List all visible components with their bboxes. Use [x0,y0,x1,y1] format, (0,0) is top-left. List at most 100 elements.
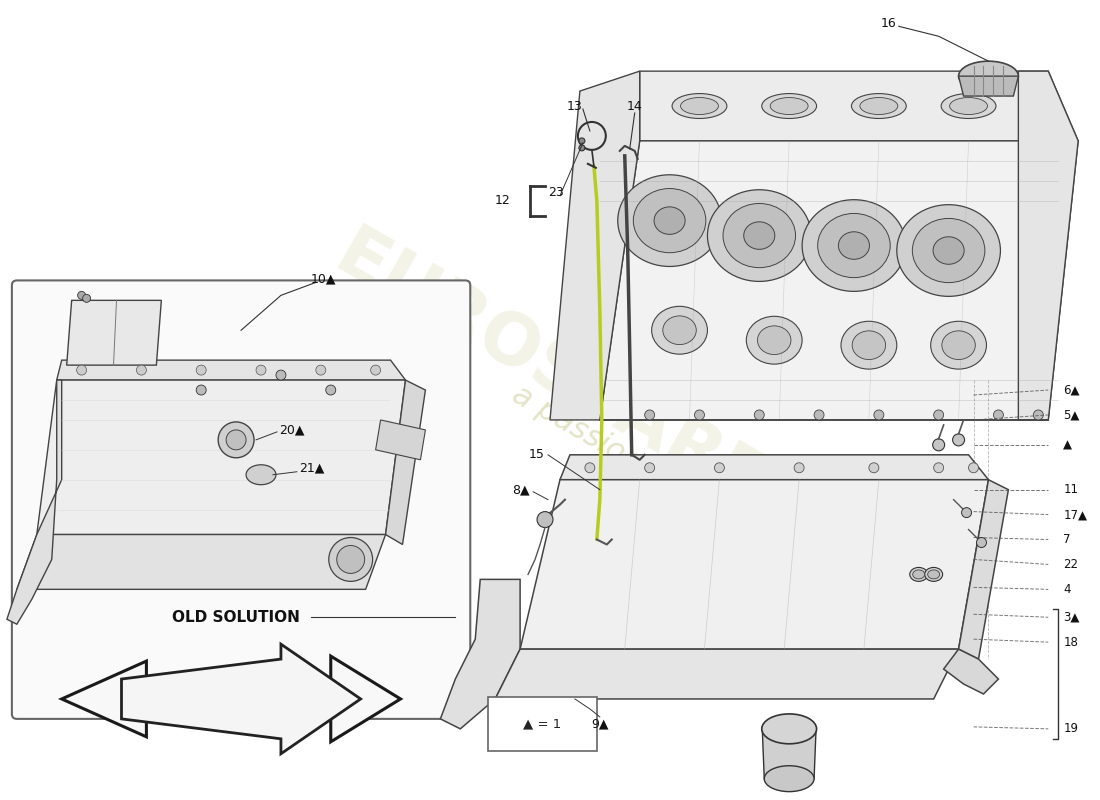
Polygon shape [1019,71,1078,420]
Polygon shape [550,71,640,420]
FancyBboxPatch shape [488,697,597,750]
Text: a passion for parts: a passion for parts [507,380,768,547]
Polygon shape [440,579,520,729]
Circle shape [934,410,944,420]
Ellipse shape [723,203,795,268]
Circle shape [873,410,883,420]
Circle shape [218,422,254,458]
Circle shape [579,138,585,144]
Text: 20▲: 20▲ [279,423,305,436]
Ellipse shape [746,316,802,364]
Circle shape [869,462,879,473]
Circle shape [814,410,824,420]
Circle shape [934,462,944,473]
Ellipse shape [762,94,816,118]
Polygon shape [958,480,1009,659]
Circle shape [993,410,1003,420]
Ellipse shape [942,94,996,118]
Ellipse shape [681,98,718,114]
Circle shape [1033,410,1043,420]
Ellipse shape [762,714,816,744]
Text: ▲ = 1: ▲ = 1 [522,718,561,730]
Text: 15: 15 [529,448,544,462]
Circle shape [326,385,336,395]
Text: 7: 7 [1064,533,1070,546]
Circle shape [537,512,553,527]
Ellipse shape [842,322,896,369]
Circle shape [933,439,945,451]
Text: 13: 13 [566,99,583,113]
Text: 12: 12 [494,194,510,207]
Circle shape [714,462,725,473]
Circle shape [794,462,804,473]
Circle shape [78,291,86,299]
Ellipse shape [912,218,984,282]
Circle shape [82,294,90,302]
Circle shape [316,365,326,375]
Text: 16: 16 [881,17,896,30]
Polygon shape [57,360,406,380]
Ellipse shape [672,94,727,118]
Circle shape [136,365,146,375]
Ellipse shape [933,237,965,264]
Text: 23: 23 [548,186,564,199]
Text: OLD SOLUTION: OLD SOLUTION [173,610,300,625]
Ellipse shape [707,190,811,282]
Ellipse shape [744,222,774,250]
Polygon shape [762,729,816,778]
Circle shape [694,410,704,420]
Circle shape [968,462,979,473]
Ellipse shape [958,61,1019,91]
Ellipse shape [246,465,276,485]
Circle shape [585,462,595,473]
Ellipse shape [651,306,707,354]
Polygon shape [560,455,989,480]
Text: 19: 19 [1064,722,1078,735]
Polygon shape [16,534,386,590]
Polygon shape [36,380,406,534]
Circle shape [977,538,987,547]
Polygon shape [495,649,958,699]
Ellipse shape [910,567,927,582]
Ellipse shape [758,326,791,354]
Text: 9▲: 9▲ [591,718,608,730]
Polygon shape [121,644,361,754]
Text: EUROSPARES: EUROSPARES [322,220,822,548]
Circle shape [256,365,266,375]
Ellipse shape [860,98,898,114]
Polygon shape [386,380,426,545]
Circle shape [953,434,965,446]
Ellipse shape [852,331,886,359]
Text: 14: 14 [627,99,642,113]
Circle shape [276,370,286,380]
Ellipse shape [896,205,1000,296]
Circle shape [196,385,206,395]
Polygon shape [958,76,1019,96]
Polygon shape [520,480,989,649]
Ellipse shape [634,189,706,253]
Ellipse shape [618,174,722,266]
Ellipse shape [949,98,988,114]
Text: 4: 4 [1064,583,1070,596]
Ellipse shape [931,322,987,369]
Text: 3▲: 3▲ [1064,610,1079,624]
Circle shape [77,365,87,375]
Polygon shape [944,649,999,694]
Polygon shape [600,141,1078,420]
Polygon shape [375,420,426,460]
Ellipse shape [851,94,906,118]
Circle shape [961,508,971,518]
Circle shape [337,546,364,574]
Text: ▲: ▲ [1064,438,1072,451]
Text: 22: 22 [1064,558,1078,571]
Circle shape [755,410,764,420]
Polygon shape [67,300,162,365]
Text: 18: 18 [1064,636,1078,649]
Ellipse shape [838,232,869,259]
Text: 5▲: 5▲ [1064,409,1079,422]
Text: 21▲: 21▲ [299,462,324,474]
Polygon shape [62,656,400,742]
Circle shape [645,462,654,473]
Circle shape [329,538,373,582]
Circle shape [579,145,585,151]
